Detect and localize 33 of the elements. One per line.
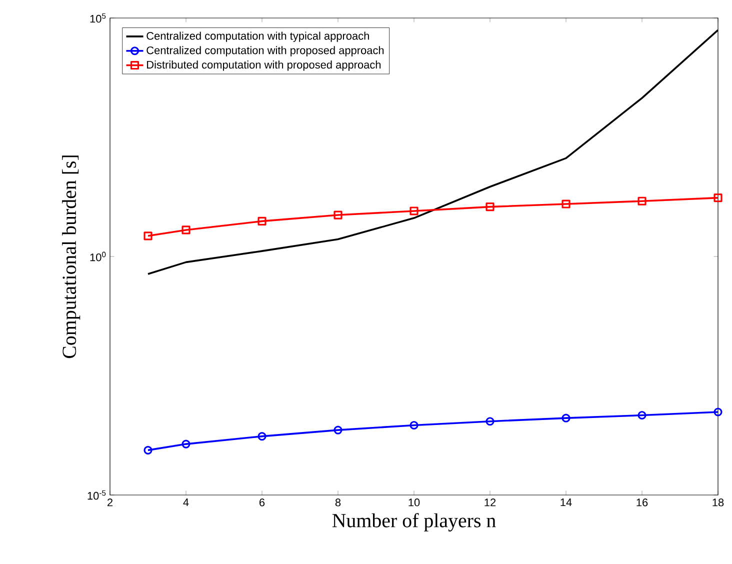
x-tick-label: 10 <box>408 498 420 506</box>
point <box>334 426 342 434</box>
point <box>334 210 342 220</box>
x-tick-label: 4 <box>183 498 189 506</box>
legend-label: Centralized computation with typical approach <box>146 32 369 42</box>
point <box>562 414 570 422</box>
x-tick-label: 14 <box>560 498 572 506</box>
y-axis-title: Computational burden [s] <box>62 156 80 358</box>
x-tick-label: 12 <box>484 498 496 506</box>
x-tick-label: 18 <box>712 498 724 506</box>
y-tick-label: 10$^{0}$ <box>90 252 106 262</box>
x-tick-label: 2 <box>108 498 112 506</box>
point <box>410 420 418 430</box>
y-tick-label: 10$^{-5}$ <box>88 490 106 500</box>
point <box>486 417 494 426</box>
point <box>182 226 190 234</box>
x-tick-label: 6 <box>260 498 265 506</box>
point <box>486 202 494 212</box>
point <box>144 232 152 240</box>
x-tick-label: 8 <box>335 498 341 506</box>
point <box>562 200 570 208</box>
point <box>638 410 646 420</box>
x-axis-title: Number of players n <box>332 513 496 532</box>
point <box>410 206 418 216</box>
x-tick-label: 16 <box>636 498 648 506</box>
point <box>182 440 190 448</box>
y-tick-label: 10$^{5}$ <box>90 13 106 23</box>
legend-label: Distributed computation with proposed approach <box>147 60 381 71</box>
point <box>714 194 722 202</box>
point <box>638 196 646 206</box>
legend-label: Centralized computation with proposed approach <box>146 46 384 56</box>
point <box>258 216 266 226</box>
point <box>258 432 266 441</box>
